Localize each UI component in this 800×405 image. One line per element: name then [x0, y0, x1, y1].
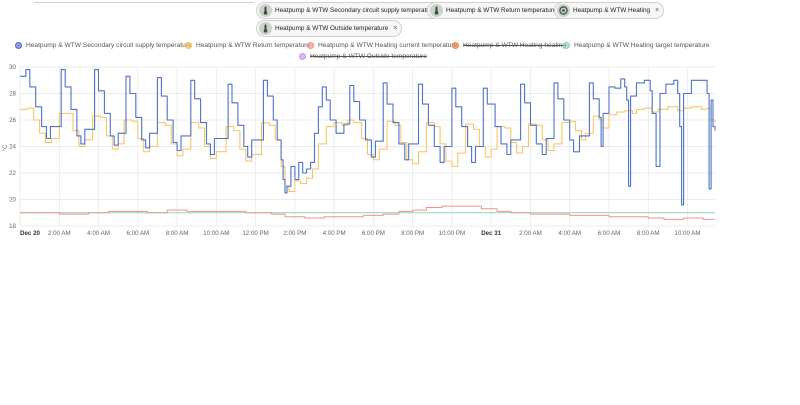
legend-label: Heatpump & WTW Heating heating: [463, 42, 566, 49]
x-tick-label: 2:00 AM: [519, 230, 542, 237]
chip-label: Heatpump & WTW Secondary circuit supply …: [275, 7, 436, 14]
legend-item-return-temp[interactable]: Heatpump & WTW Return temperature: [185, 42, 310, 49]
chip-label: Heatpump & WTW Heating: [573, 7, 651, 14]
legend-label: Heatpump & WTW Secondary circuit supply …: [26, 42, 192, 49]
x-tick-label: 4:00 AM: [87, 230, 110, 237]
chart-series: [20, 69, 716, 220]
legend-item-heating-heating[interactable]: Heatpump & WTW Heating heating: [452, 42, 566, 49]
x-tick-label: 8:00 AM: [637, 230, 660, 237]
x-tick-label: 6:00 PM: [362, 230, 385, 237]
legend-label: Heatpump & WTW Outside temperature: [310, 53, 427, 60]
y-tick-label: 18: [9, 223, 16, 230]
legend-item-heating-current[interactable]: Heatpump & WTW Heating current temperatu…: [307, 42, 457, 49]
legend-item-outside-temp[interactable]: Heatpump & WTW Outside temperature: [299, 53, 427, 60]
x-tick-label: 8:00 AM: [166, 230, 189, 237]
entity-chip-outside-temp[interactable]: Heatpump & WTW Outside temperature ×: [256, 20, 403, 37]
y-tick-label: 26: [9, 117, 16, 124]
legend-swatch: [299, 53, 306, 60]
thermometer-icon: [430, 4, 443, 17]
legend-swatch: [185, 42, 192, 49]
x-tick-label: Dec 31: [481, 230, 502, 237]
y-tick-label: 22: [9, 170, 16, 177]
legend-swatch: [15, 42, 22, 49]
y-tick-label: 28: [9, 91, 16, 98]
y-tick-label: 30: [9, 64, 16, 71]
entity-chip-supply-temp[interactable]: Heatpump & WTW Secondary circuit supply …: [256, 2, 450, 19]
series-line-0: [20, 69, 716, 206]
legend-item-supply-temp[interactable]: Heatpump & WTW Secondary circuit supply …: [15, 42, 192, 49]
chip-label: Heatpump & WTW Return temperature: [446, 7, 557, 14]
y-axis-label: °C: [3, 144, 9, 151]
chip-remove-icon[interactable]: ×: [655, 7, 660, 14]
x-tick-label: 2:00 AM: [48, 230, 71, 237]
x-tick-label: 8:00 PM: [401, 230, 424, 237]
x-tick-label: 4:00 AM: [558, 230, 581, 237]
thermometer-icon: [259, 4, 272, 17]
series-line-2: [20, 205, 715, 220]
x-tick-label: 2:00 PM: [283, 230, 306, 237]
x-axis-ticks: Dec 20 2:00 AM 4:00 AM 6:00 AM 8:00 AM 10:00 …: [20, 230, 701, 237]
x-tick-label: 6:00 AM: [126, 230, 149, 237]
thermometer-icon: [259, 22, 272, 35]
chip-label: Heatpump & WTW Outside temperature: [275, 25, 389, 32]
legend-swatch: [563, 42, 570, 49]
x-tick-label: 4:00 PM: [323, 230, 346, 237]
history-chart: 18 20 22 24 26 28 30 °C Dec 20 2:00 AM 4:00 AM 6:…: [3, 64, 716, 237]
chart-grid: [19, 66, 715, 227]
legend-label: Heatpump & WTW Heating target temperatur…: [574, 42, 710, 49]
chip-remove-icon[interactable]: ×: [393, 25, 398, 32]
y-tick-label: 24: [9, 144, 16, 151]
x-tick-label: 12:00 PM: [242, 230, 268, 237]
x-tick-label: Dec 20: [20, 230, 41, 237]
legend-label: Heatpump & WTW Return temperature: [196, 42, 310, 49]
thermostat-icon: [557, 4, 570, 17]
legend-swatch: [452, 42, 459, 49]
y-tick-label: 20: [9, 197, 16, 204]
x-tick-label: 10:00 AM: [203, 230, 229, 237]
panel-divider: [34, 2, 254, 3]
entity-chip-return-temp[interactable]: Heatpump & WTW Return temperature ×: [427, 2, 571, 19]
legend-swatch: [307, 42, 314, 49]
x-tick-label: 6:00 AM: [598, 230, 621, 237]
series-line-1: [20, 106, 716, 192]
entity-chip-heating[interactable]: Heatpump & WTW Heating ×: [554, 2, 665, 19]
y-axis-ticks: 18 20 22 24 26 28 30: [9, 64, 16, 230]
x-tick-label: 10:00 PM: [439, 230, 465, 237]
legend-item-heating-target[interactable]: Heatpump & WTW Heating target temperatur…: [563, 42, 710, 49]
history-panel: Heatpump & WTW Secondary circuit supply …: [3, 2, 716, 237]
legend-label: Heatpump & WTW Heating current temperatu…: [318, 42, 458, 49]
x-tick-label: 10:00 AM: [674, 230, 700, 237]
